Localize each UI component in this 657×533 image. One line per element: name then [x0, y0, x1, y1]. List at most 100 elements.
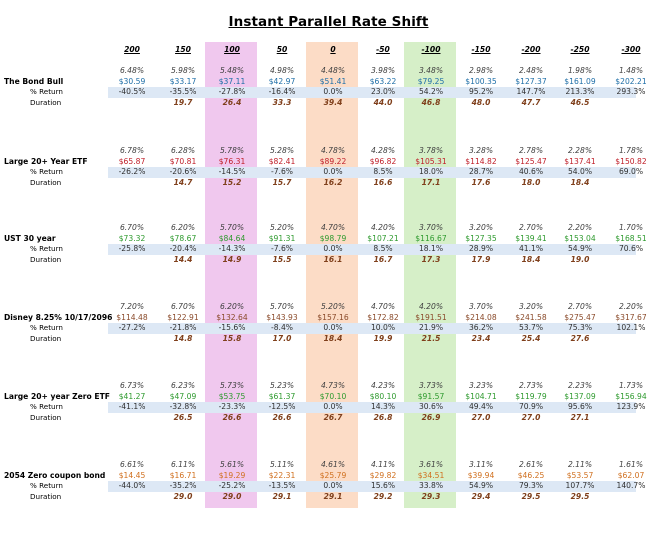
- yield-cell: 4.28%: [370, 146, 396, 155]
- duration-cell: 26.8: [373, 413, 393, 422]
- column-header: -150: [471, 45, 491, 54]
- return-cell: -35.2%: [169, 481, 197, 490]
- price-cell: $91.57: [417, 392, 445, 401]
- yield-cell: 2.61%: [518, 460, 544, 469]
- yield-cell: 1.70%: [618, 223, 644, 232]
- yield-cell: 3.61%: [418, 460, 444, 469]
- yield-cell: 1.73%: [618, 381, 644, 390]
- price-cell: $122.91: [167, 313, 199, 322]
- duration-cell: 15.5: [272, 255, 292, 264]
- price-cell: $202.21: [615, 77, 647, 86]
- yield-cell: 3.78%: [418, 146, 444, 155]
- return-label: % Return: [30, 244, 63, 253]
- price-cell: $89.22: [319, 157, 347, 166]
- duration-cell: 17.3: [421, 255, 441, 264]
- price-cell: $65.87: [118, 157, 146, 166]
- yield-cell: 5.98%: [170, 66, 196, 75]
- return-cell: 102.1%: [616, 323, 646, 332]
- return-cell: 14.3%: [370, 402, 396, 411]
- yield-cell: 3.48%: [418, 66, 444, 75]
- column-header: -250: [570, 45, 590, 54]
- duration-cell: 16.7: [373, 255, 393, 264]
- duration-cell: 14.4: [173, 255, 193, 264]
- yield-cell: 6.78%: [119, 146, 145, 155]
- section-name: Large 20+ year Zero ETF: [4, 392, 110, 401]
- duration-cell: 18.0: [521, 178, 541, 187]
- highlight-column-100: [205, 42, 257, 508]
- duration-cell: 46.5: [570, 98, 590, 107]
- yield-cell: 4.73%: [320, 381, 346, 390]
- duration-cell: 29.5: [570, 492, 590, 501]
- duration-cell: 29.1: [272, 492, 292, 501]
- price-cell: $63.22: [369, 77, 397, 86]
- return-cell: 53.7%: [518, 323, 544, 332]
- yield-cell: 5.61%: [219, 460, 245, 469]
- yield-cell: 5.48%: [219, 66, 245, 75]
- section-name: UST 30 year: [4, 234, 56, 243]
- duration-cell: 17.0: [272, 334, 292, 343]
- return-cell: 10.0%: [370, 323, 396, 332]
- price-cell: $79.25: [417, 77, 445, 86]
- yield-cell: 5.20%: [269, 223, 295, 232]
- yield-cell: 2.11%: [567, 460, 593, 469]
- yield-cell: 5.11%: [269, 460, 295, 469]
- yield-cell: 6.70%: [119, 223, 145, 232]
- duration-cell: 27.1: [570, 413, 590, 422]
- return-cell: 140.7%: [616, 481, 646, 490]
- yield-cell: 5.73%: [219, 381, 245, 390]
- return-cell: 8.5%: [373, 167, 393, 176]
- price-cell: $19.29: [218, 471, 246, 480]
- column-header: 50: [276, 45, 288, 54]
- return-cell: 123.9%: [616, 402, 646, 411]
- duration-cell: 18.4: [521, 255, 541, 264]
- return-row-band: [108, 87, 636, 98]
- return-cell: 213.3%: [565, 87, 595, 96]
- duration-label: Duration: [30, 255, 62, 264]
- return-cell: -20.6%: [169, 167, 197, 176]
- price-cell: $30.59: [118, 77, 146, 86]
- price-cell: $150.82: [615, 157, 647, 166]
- duration-cell: 27.0: [521, 413, 541, 422]
- return-cell: 95.2%: [468, 87, 494, 96]
- yield-cell: 2.98%: [468, 66, 494, 75]
- yield-cell: 4.61%: [320, 460, 346, 469]
- yield-cell: 2.20%: [567, 223, 593, 232]
- yield-cell: 6.28%: [170, 146, 196, 155]
- yield-cell: 6.61%: [119, 460, 145, 469]
- duration-cell: 23.4: [471, 334, 491, 343]
- price-cell: $132.64: [216, 313, 248, 322]
- return-cell: -44.0%: [118, 481, 146, 490]
- price-cell: $25.79: [319, 471, 347, 480]
- return-label: % Return: [30, 481, 63, 490]
- yield-cell: 6.11%: [170, 460, 196, 469]
- return-label: % Return: [30, 167, 63, 176]
- yield-cell: 6.20%: [170, 223, 196, 232]
- return-cell: 40.6%: [518, 167, 544, 176]
- price-cell: $107.21: [367, 234, 399, 243]
- yield-cell: 6.73%: [119, 381, 145, 390]
- duration-label: Duration: [30, 492, 62, 501]
- duration-label: Duration: [30, 98, 62, 107]
- duration-cell: 16.2: [323, 178, 343, 187]
- return-cell: 147.7%: [516, 87, 546, 96]
- duration-cell: 14.8: [173, 334, 193, 343]
- price-cell: $37.11: [218, 77, 246, 86]
- yield-cell: 3.98%: [370, 66, 396, 75]
- price-cell: $62.07: [617, 471, 645, 480]
- return-cell: 70.6%: [618, 244, 644, 253]
- return-cell: -27.8%: [218, 87, 246, 96]
- price-cell: $114.82: [465, 157, 497, 166]
- duration-cell: 17.9: [471, 255, 491, 264]
- yield-cell: 2.48%: [518, 66, 544, 75]
- price-cell: $100.35: [465, 77, 497, 86]
- yield-cell: 3.73%: [418, 381, 444, 390]
- duration-cell: 14.7: [173, 178, 193, 187]
- duration-cell: 27.0: [471, 413, 491, 422]
- price-cell: $16.71: [169, 471, 197, 480]
- return-cell: 69.0%: [618, 167, 644, 176]
- yield-cell: 1.78%: [618, 146, 644, 155]
- price-cell: $98.79: [319, 234, 347, 243]
- column-header: 100: [224, 45, 240, 54]
- column-header: -50: [376, 45, 390, 54]
